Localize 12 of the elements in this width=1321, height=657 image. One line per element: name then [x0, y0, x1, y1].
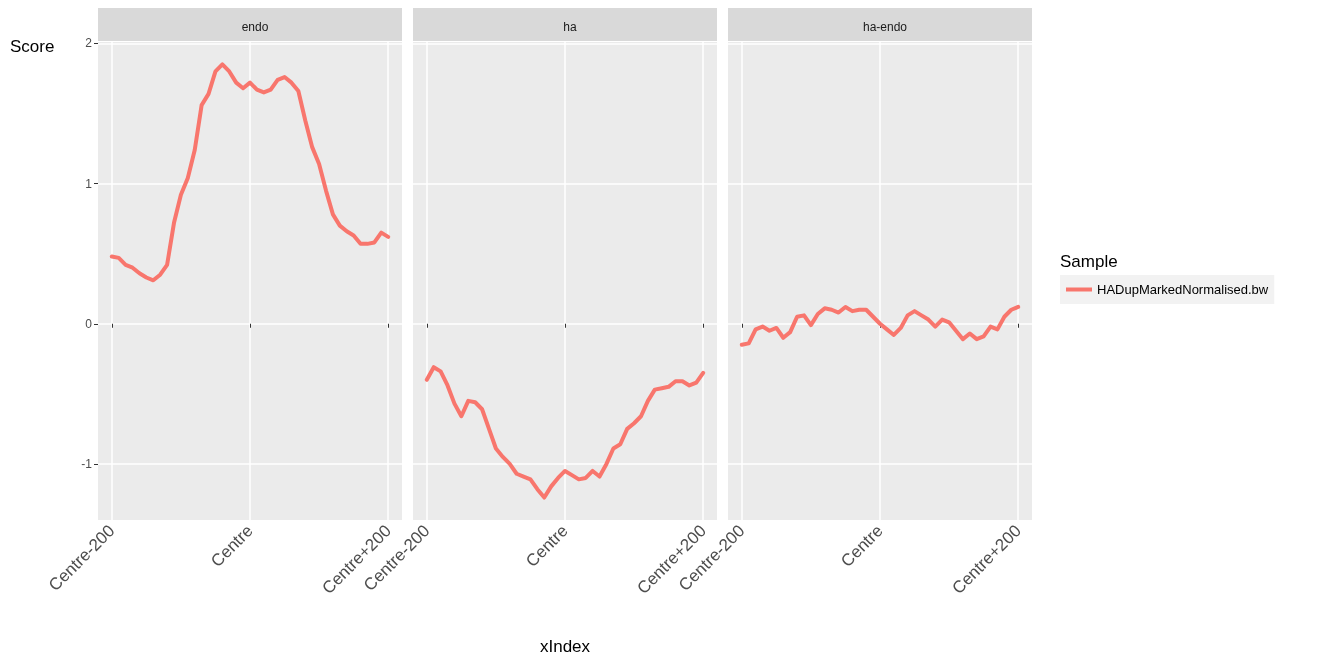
legend-title: Sample	[1060, 252, 1118, 271]
y-tick-label: -1	[81, 456, 93, 471]
chart-title: ha	[563, 20, 577, 34]
chart-title: endo	[241, 20, 269, 34]
y-axis-title: Score	[10, 37, 55, 56]
chart-title: ha-endo	[862, 20, 908, 34]
x-axis-title: xIndex	[539, 637, 591, 656]
y-tick-label: 1	[85, 176, 93, 191]
line-series	[109, 62, 391, 283]
legend-label: HADupMarkedNormalised.bw	[1097, 282, 1269, 297]
y-tick-label: 2	[85, 36, 93, 51]
y-tick-label: 0	[85, 316, 93, 331]
